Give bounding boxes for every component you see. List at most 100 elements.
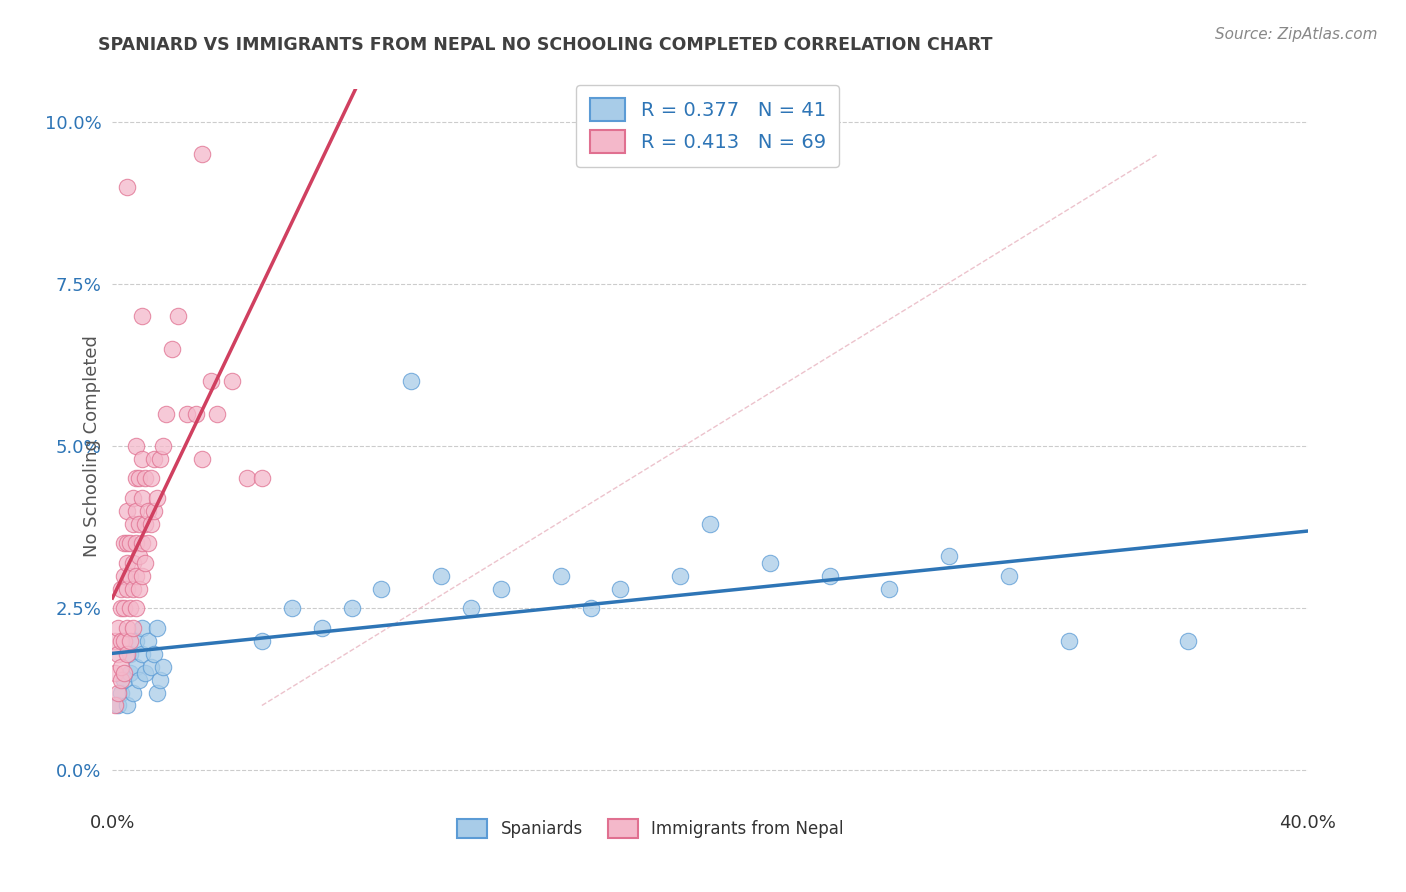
Point (162, 342, 183, 356)
Point (191, 147, 214, 161)
Point (149, 673, 172, 687)
Point (107, 685, 129, 699)
Point (131, 452, 153, 467)
Point (110, 673, 132, 687)
Point (128, 549, 150, 564)
Point (114, 666, 135, 681)
Point (104, 698, 127, 713)
Point (879, 582, 901, 596)
Point (120, 601, 142, 615)
Point (1177, 633, 1199, 648)
Point (104, 633, 127, 648)
Point (117, 556, 139, 570)
Point (114, 568, 135, 582)
Point (149, 452, 172, 467)
Point (110, 633, 132, 648)
Point (669, 568, 692, 582)
Point (110, 659, 132, 673)
Point (250, 471, 273, 485)
Point (550, 568, 572, 582)
Point (221, 374, 243, 388)
Point (155, 407, 177, 421)
Text: Source: ZipAtlas.com: Source: ZipAtlas.com (1215, 27, 1378, 42)
Point (176, 407, 198, 421)
Point (401, 374, 423, 388)
Point (128, 582, 150, 596)
Point (120, 633, 142, 648)
Point (114, 673, 135, 687)
Point (110, 685, 132, 699)
Point (117, 621, 139, 635)
Point (579, 601, 602, 615)
Point (146, 621, 169, 635)
Point (125, 471, 148, 485)
Point (131, 536, 153, 550)
Point (125, 601, 148, 615)
Point (117, 536, 139, 550)
Point (122, 516, 145, 531)
Point (122, 685, 145, 699)
Point (107, 698, 129, 713)
Point (134, 666, 156, 681)
Point (117, 179, 139, 194)
Point (818, 568, 841, 582)
Point (110, 601, 132, 615)
Point (311, 621, 333, 635)
Point (125, 659, 148, 673)
Point (250, 633, 273, 648)
Point (489, 582, 512, 596)
Point (191, 452, 214, 467)
Point (205, 407, 228, 421)
Point (141, 659, 163, 673)
Point (122, 491, 145, 505)
Point (134, 471, 156, 485)
Point (107, 621, 129, 635)
Point (120, 536, 142, 550)
Point (998, 568, 1021, 582)
Point (138, 633, 160, 648)
Point (131, 647, 153, 661)
Point (167, 310, 190, 324)
Point (107, 647, 129, 661)
Point (146, 685, 169, 699)
Point (146, 491, 169, 505)
Point (143, 452, 166, 467)
Point (143, 647, 166, 661)
Point (370, 582, 392, 596)
Point (460, 601, 482, 615)
Legend: Spaniards, Immigrants from Nepal: Spaniards, Immigrants from Nepal (450, 812, 851, 845)
Point (117, 504, 139, 518)
Point (114, 633, 135, 648)
Text: SPANIARD VS IMMIGRANTS FROM NEPAL NO SCHOOLING COMPLETED CORRELATION CHART: SPANIARD VS IMMIGRANTS FROM NEPAL NO SCH… (98, 36, 993, 54)
Point (1057, 633, 1080, 648)
Point (134, 556, 156, 570)
Point (110, 582, 132, 596)
Point (236, 471, 259, 485)
Point (125, 633, 148, 648)
Point (200, 374, 222, 388)
Point (134, 516, 156, 531)
Point (117, 698, 139, 713)
Point (152, 659, 174, 673)
Point (128, 471, 150, 485)
Point (141, 471, 163, 485)
Point (143, 504, 166, 518)
Point (104, 666, 127, 681)
Point (131, 310, 153, 324)
Point (759, 556, 782, 570)
Point (138, 504, 160, 518)
Point (117, 582, 139, 596)
Point (120, 647, 142, 661)
Point (125, 568, 148, 582)
Point (186, 407, 208, 421)
Point (122, 621, 145, 635)
Point (114, 601, 135, 615)
Point (125, 504, 148, 518)
Point (117, 647, 139, 661)
Point (609, 582, 631, 596)
Point (120, 568, 142, 582)
Point (138, 536, 160, 550)
Point (125, 536, 148, 550)
Point (152, 439, 174, 453)
Point (430, 568, 453, 582)
